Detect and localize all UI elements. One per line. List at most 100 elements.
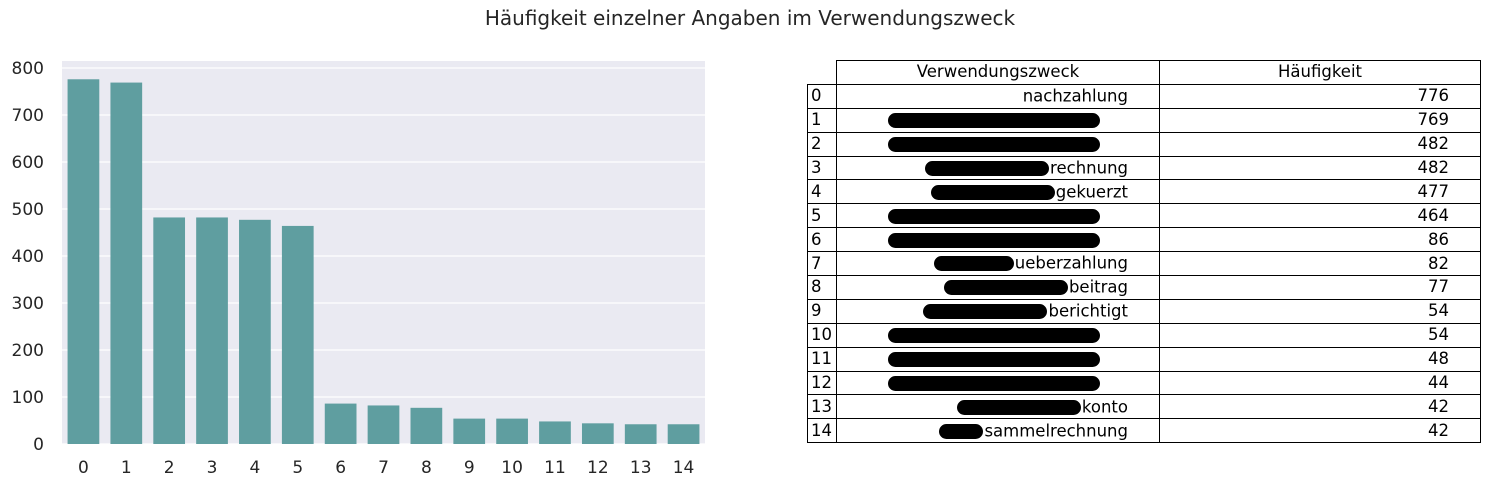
purpose-cell <box>836 346 1160 372</box>
count-cell: 776 <box>1159 83 1481 109</box>
purpose-cell <box>836 131 1160 157</box>
purpose-text: rechnung <box>1050 158 1128 178</box>
table-row: 9 berichtigt 54 <box>807 298 1481 324</box>
bar-11 <box>539 421 571 444</box>
x-tick-label: 11 <box>544 458 566 478</box>
y-tick-label: 100 <box>12 388 44 408</box>
y-tick-label: 500 <box>12 200 44 220</box>
table-corner <box>807 60 837 85</box>
bar-4 <box>239 219 271 444</box>
column-header-purpose: Verwendungszweck <box>836 60 1160 85</box>
bar-14 <box>667 424 700 444</box>
row-index: 11 <box>807 346 837 372</box>
purpose-cell: sammelrechnung <box>836 418 1160 444</box>
x-tick-label: 0 <box>78 458 89 478</box>
count-cell: 48 <box>1159 346 1481 372</box>
redaction-mark <box>888 113 1100 129</box>
count-cell: 54 <box>1159 322 1481 348</box>
y-tick-label: 300 <box>12 294 44 314</box>
purpose-text: berichtigt <box>1048 301 1128 321</box>
table-row: 7 ueberzahlung 82 <box>807 251 1481 277</box>
bar-10 <box>496 418 528 444</box>
redaction-mark <box>888 137 1100 153</box>
count-cell: 482 <box>1159 131 1481 157</box>
table-row: 6 86 <box>807 227 1481 253</box>
table-row: 8 beitrag 77 <box>807 275 1481 300</box>
table-row: 4 gekuerzt 477 <box>807 179 1481 205</box>
x-tick-label: 5 <box>292 458 303 478</box>
count-cell: 464 <box>1159 203 1481 229</box>
column-header-count: Häufigkeit <box>1159 60 1481 85</box>
redaction-mark <box>923 304 1048 320</box>
bar-3 <box>196 217 228 444</box>
redaction-mark <box>888 232 1100 248</box>
table-row: 1 769 <box>807 107 1481 133</box>
table-row: 13 konto 42 <box>807 394 1481 420</box>
x-tick-label: 4 <box>249 458 260 478</box>
bar-9 <box>453 418 486 444</box>
redaction-mark <box>925 160 1050 176</box>
purpose-cell: rechnung <box>836 155 1160 181</box>
redaction-mark <box>943 280 1068 296</box>
bar-7 <box>367 405 400 444</box>
row-index: 12 <box>807 370 837 396</box>
purpose-text: konto <box>1081 397 1128 417</box>
x-tick-label: 2 <box>164 458 175 478</box>
table-row: 12 44 <box>807 370 1481 396</box>
table-row: 0 nachzahlung 776 <box>807 83 1481 109</box>
x-tick-label: 10 <box>501 458 523 478</box>
count-cell: 86 <box>1159 227 1481 253</box>
purpose-cell: nachzahlung <box>836 83 1160 109</box>
y-tick-label: 700 <box>12 106 44 126</box>
bar-13 <box>624 424 657 444</box>
x-tick-label: 14 <box>673 458 695 478</box>
bar-2 <box>153 217 186 444</box>
table-row: 14 sammelrechnung 42 <box>807 418 1481 444</box>
purpose-cell: konto <box>836 394 1160 420</box>
purpose-cell <box>836 227 1160 253</box>
row-index: 0 <box>807 83 837 109</box>
row-index: 14 <box>807 418 837 444</box>
count-cell: 44 <box>1159 370 1481 396</box>
purpose-text: sammelrechnung <box>984 421 1128 441</box>
count-cell: 482 <box>1159 155 1481 181</box>
count-cell: 82 <box>1159 251 1481 277</box>
frequency-table: Verwendungszweck Häufigkeit 0 nachzahlung… <box>807 60 1481 444</box>
count-cell: 77 <box>1159 275 1481 300</box>
x-tick-label: 7 <box>378 458 389 478</box>
row-index: 4 <box>807 179 837 205</box>
x-tick-label: 1 <box>121 458 132 478</box>
bars <box>67 79 700 444</box>
count-cell: 769 <box>1159 107 1481 133</box>
count-cell: 42 <box>1159 394 1481 420</box>
row-index: 6 <box>807 227 837 253</box>
y-tick-label: 0 <box>33 435 44 455</box>
purpose-cell <box>836 370 1160 396</box>
bar-12 <box>581 423 614 444</box>
redaction-mark <box>933 256 1014 272</box>
x-tick-label: 9 <box>464 458 475 478</box>
count-cell: 477 <box>1159 179 1481 205</box>
y-axis-ticks: 0 100 200 300 400 500 600 700 800 <box>12 59 44 455</box>
redaction-mark <box>939 423 984 439</box>
table-row: 5 464 <box>807 203 1481 229</box>
bar-0 <box>67 79 100 444</box>
redaction-mark <box>888 376 1100 392</box>
bar-6 <box>324 403 357 444</box>
table-row: 3 rechnung 482 <box>807 155 1481 181</box>
x-tick-label: 12 <box>587 458 609 478</box>
redaction-mark <box>888 352 1100 368</box>
purpose-text: gekuerzt <box>1055 182 1128 202</box>
bar-1 <box>110 82 143 444</box>
count-cell: 42 <box>1159 418 1481 444</box>
row-index: 7 <box>807 251 837 277</box>
x-tick-label: 3 <box>207 458 218 478</box>
row-index: 10 <box>807 322 837 348</box>
count-cell: 54 <box>1159 298 1481 324</box>
x-tick-label: 8 <box>421 458 432 478</box>
redaction-mark <box>956 399 1081 415</box>
table-header-row: Verwendungszweck Häufigkeit <box>807 60 1481 85</box>
row-index: 9 <box>807 298 837 324</box>
row-index: 1 <box>807 107 837 133</box>
y-tick-label: 200 <box>12 341 44 361</box>
